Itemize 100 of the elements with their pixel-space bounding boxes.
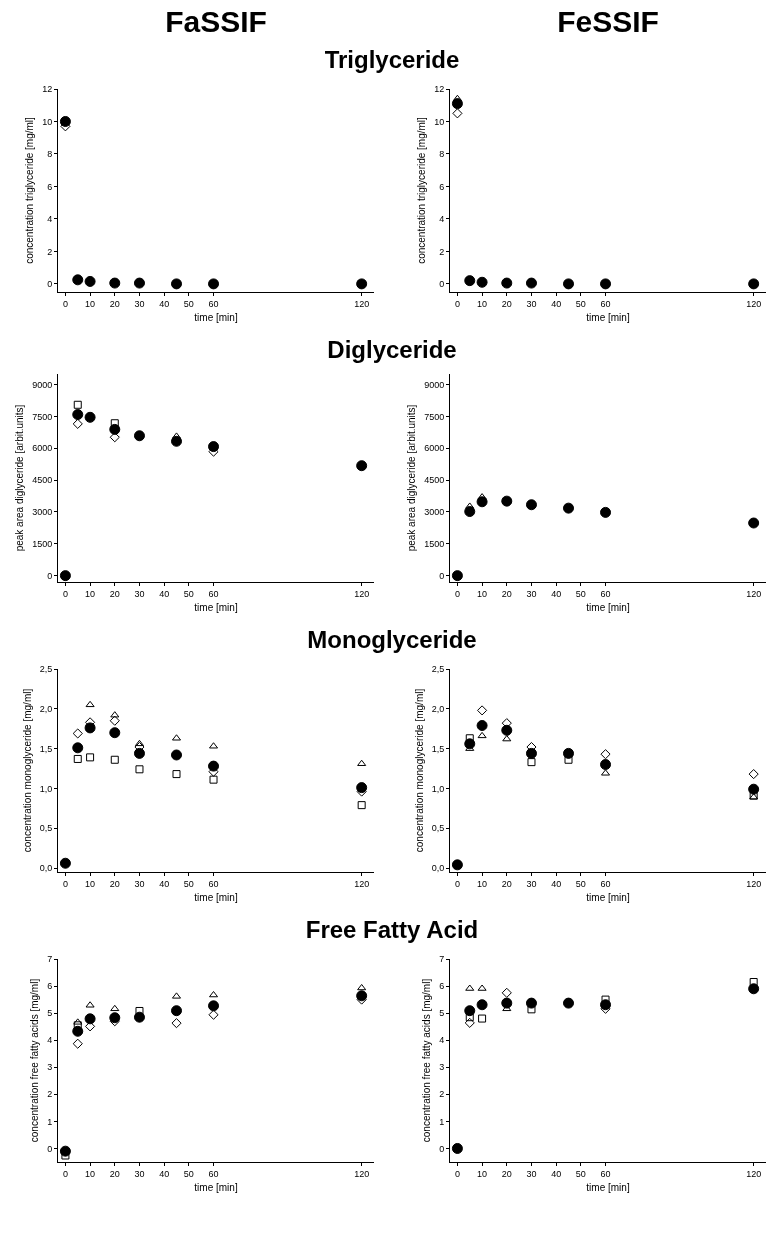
point [59,115,71,127]
point [110,419,119,428]
y-tick-label: 2,0 [431,703,445,714]
y-axis-title: concentration free fatty acids [mg/ml] [29,978,41,1143]
y-tick-label: 4500 [424,475,445,486]
point [563,997,574,1009]
x-tick-label: 10 [477,1168,488,1179]
x-tick-label: 120 [746,878,762,889]
y-axis-title: concentration triglyceride [mg/ml] [416,116,428,264]
point [73,1021,82,1030]
x-tick-label: 0 [454,1168,460,1179]
point [601,995,610,1004]
y-tick-label: 1 [47,1116,53,1127]
y-tick-label: 2 [47,1089,53,1100]
point [134,739,145,747]
y-tick-label: 4 [47,1035,53,1046]
point [501,997,513,1009]
point [477,731,487,739]
x-tick-label: 20 [501,588,512,599]
y-tick-label: 3000 [32,507,53,518]
x-axis-title: time [min] [586,892,630,904]
x-axis-title: time [min] [586,1182,630,1194]
y-tick-label: 10 [434,116,445,127]
point [748,278,760,290]
point [72,728,83,739]
x-tick-label: 20 [109,298,120,309]
y-tick-label: 0 [439,1143,445,1154]
x-tick-label: 50 [183,878,194,889]
y-tick-label: 1,0 [39,783,53,794]
point [464,506,476,518]
y-tick-label: 12 [434,84,445,95]
x-tick-label: 20 [109,588,120,599]
point [600,749,611,760]
y-tick-label: 7500 [32,411,53,422]
point [357,801,366,810]
y-tick-label: 0 [439,279,445,290]
x-tick-label: 120 [746,298,762,309]
text: FeSSIF [556,4,660,40]
y-tick-label: 6000 [32,443,53,454]
x-tick-label: 0 [454,298,460,309]
point [452,108,463,119]
point [73,754,82,763]
point [133,277,145,289]
point [357,759,367,766]
x-tick-label: 50 [575,298,586,309]
x-tick-label: 20 [109,878,120,889]
chart-title: Monoglyceride [306,625,478,655]
y-tick-label: 1,0 [431,783,445,794]
x-tick-label: 50 [183,1168,194,1179]
point [73,1018,83,1025]
y-axis-title: concentration monoglyceride [mg/ml] [21,688,33,853]
x-tick-label: 120 [354,1168,370,1179]
point [451,570,463,582]
point [527,1005,536,1014]
point [748,769,759,780]
x-tick-label: 40 [159,878,170,889]
point [85,1001,95,1008]
y-tick-label: 3 [47,1062,53,1073]
point [356,460,368,472]
x-tick-label: 120 [746,588,762,599]
point [171,278,182,290]
point [86,753,95,762]
x-tick-label: 0 [62,1168,68,1179]
point [135,1006,144,1015]
point [59,570,71,582]
point [109,423,121,435]
y-tick-label: 5 [439,1008,445,1019]
y-tick-label: 2,0 [39,703,53,714]
point [172,770,181,779]
x-tick-label: 30 [526,588,537,599]
point [600,759,612,771]
y-tick-label: 7500 [424,411,445,422]
x-tick-label: 30 [526,298,537,309]
y-tick-label: 9000 [32,379,53,390]
y-tick-label: 9000 [424,379,445,390]
point [451,859,463,871]
point [59,1145,71,1157]
y-tick-label: 1500 [32,538,53,549]
y-axis-title: peak area diglyceride [arbit.units] [14,404,26,552]
point [109,715,120,726]
point [110,755,119,764]
point [356,782,368,794]
point [208,1000,220,1012]
x-axis-title: time [min] [194,1182,238,1194]
point [208,278,220,290]
point [59,857,71,869]
y-tick-label: 2 [439,1089,445,1100]
y-tick-label: 1 [439,1116,445,1127]
point [600,999,612,1011]
point [748,983,760,995]
point [525,997,537,1009]
x-tick-label: 0 [62,588,68,599]
point [563,278,574,290]
x-tick-label: 60 [208,588,219,599]
y-tick-label: 0,0 [39,863,53,874]
x-tick-label: 50 [575,878,586,889]
y-tick-label: 6 [47,981,53,992]
chart-title: Free Fatty Acid [304,915,480,945]
x-tick-label: 60 [600,298,611,309]
x-tick-label: 20 [501,298,512,309]
